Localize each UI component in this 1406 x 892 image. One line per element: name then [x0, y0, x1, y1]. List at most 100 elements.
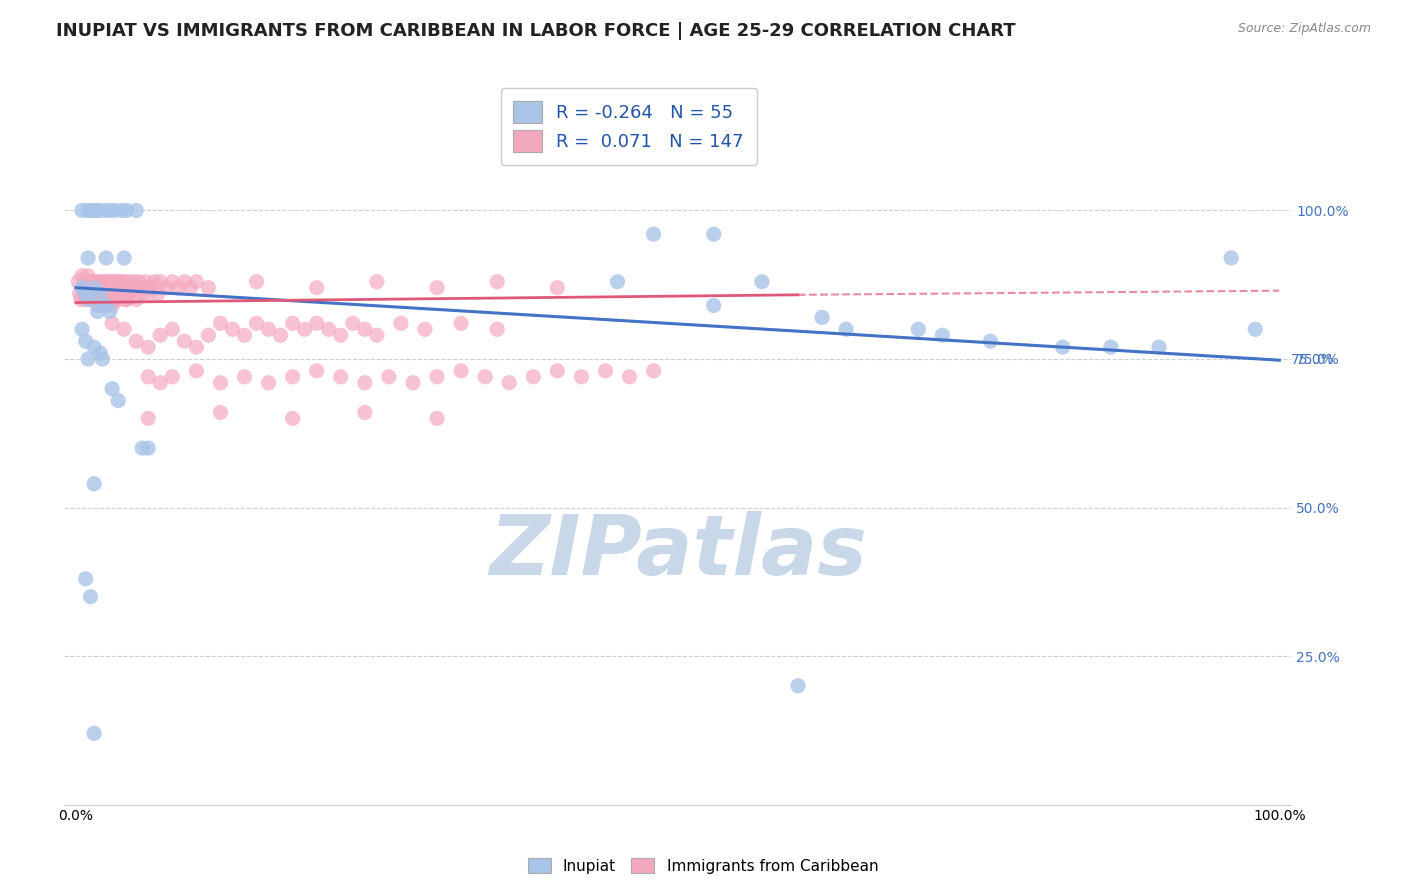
Point [353, 405, 375, 419]
Point [115, 293, 138, 307]
Point [1147, 340, 1170, 354]
Point [125, 334, 148, 348]
Point [197, 281, 219, 295]
Point [79, 590, 101, 604]
Point [75, 275, 97, 289]
Point [703, 299, 725, 313]
Point [67, 275, 90, 289]
Point [118, 275, 141, 289]
Point [77, 275, 100, 289]
Point [305, 316, 328, 330]
Point [94, 286, 117, 301]
Point [281, 316, 304, 330]
Point [75, 572, 97, 586]
Point [94, 293, 117, 307]
Point [270, 328, 292, 343]
Point [136, 340, 159, 354]
Point [546, 281, 568, 295]
Point [498, 376, 520, 390]
Point [179, 281, 201, 295]
Point [125, 293, 148, 307]
Point [100, 281, 122, 295]
Point [125, 281, 148, 295]
Point [110, 281, 132, 295]
Point [1099, 340, 1122, 354]
Point [135, 275, 157, 289]
Point [79, 203, 101, 218]
Point [90, 293, 112, 307]
Point [112, 322, 135, 336]
Point [143, 275, 166, 289]
Point [149, 275, 172, 289]
Point [136, 369, 159, 384]
Point [86, 203, 108, 218]
Point [91, 351, 114, 366]
Point [70, 203, 93, 218]
Point [72, 281, 94, 295]
Point [89, 275, 111, 289]
Point [83, 340, 105, 354]
Point [811, 310, 834, 325]
Point [122, 275, 145, 289]
Point [167, 281, 190, 295]
Point [294, 322, 316, 336]
Point [103, 275, 125, 289]
Point [426, 369, 449, 384]
Point [103, 293, 125, 307]
Point [104, 281, 127, 295]
Point [77, 286, 100, 301]
Point [83, 286, 105, 301]
Point [89, 346, 111, 360]
Point [94, 281, 117, 295]
Point [353, 322, 375, 336]
Point [83, 275, 105, 289]
Point [281, 369, 304, 384]
Point [103, 281, 125, 295]
Point [120, 281, 142, 295]
Point [835, 322, 858, 336]
Point [643, 227, 665, 242]
Point [79, 293, 101, 307]
Point [522, 369, 544, 384]
Point [1244, 322, 1267, 336]
Point [366, 275, 388, 289]
Point [136, 441, 159, 455]
Point [643, 364, 665, 378]
Legend: Inupiat, Immigrants from Caribbean: Inupiat, Immigrants from Caribbean [522, 852, 884, 880]
Point [89, 286, 111, 301]
Point [129, 286, 152, 301]
Point [94, 203, 117, 218]
Point [70, 322, 93, 336]
Point [97, 293, 120, 307]
Point [426, 281, 449, 295]
Point [450, 364, 472, 378]
Text: 75.0%: 75.0% [1291, 353, 1336, 368]
Point [486, 275, 509, 289]
Point [751, 275, 773, 289]
Point [77, 203, 100, 218]
Point [118, 286, 141, 301]
Point [162, 369, 184, 384]
Point [105, 275, 128, 289]
Point [162, 322, 184, 336]
Point [105, 286, 128, 301]
Point [93, 281, 115, 295]
Point [84, 281, 107, 295]
Point [329, 369, 352, 384]
Point [76, 281, 98, 295]
Point [162, 275, 184, 289]
Point [136, 411, 159, 425]
Point [173, 275, 195, 289]
Point [173, 334, 195, 348]
Point [186, 364, 208, 378]
Point [80, 275, 103, 289]
Point [101, 299, 124, 313]
Point [84, 293, 107, 307]
Point [75, 334, 97, 348]
Point [146, 286, 169, 301]
Point [104, 293, 127, 307]
Point [474, 369, 496, 384]
Point [108, 275, 131, 289]
Point [75, 286, 97, 301]
Point [98, 203, 121, 218]
